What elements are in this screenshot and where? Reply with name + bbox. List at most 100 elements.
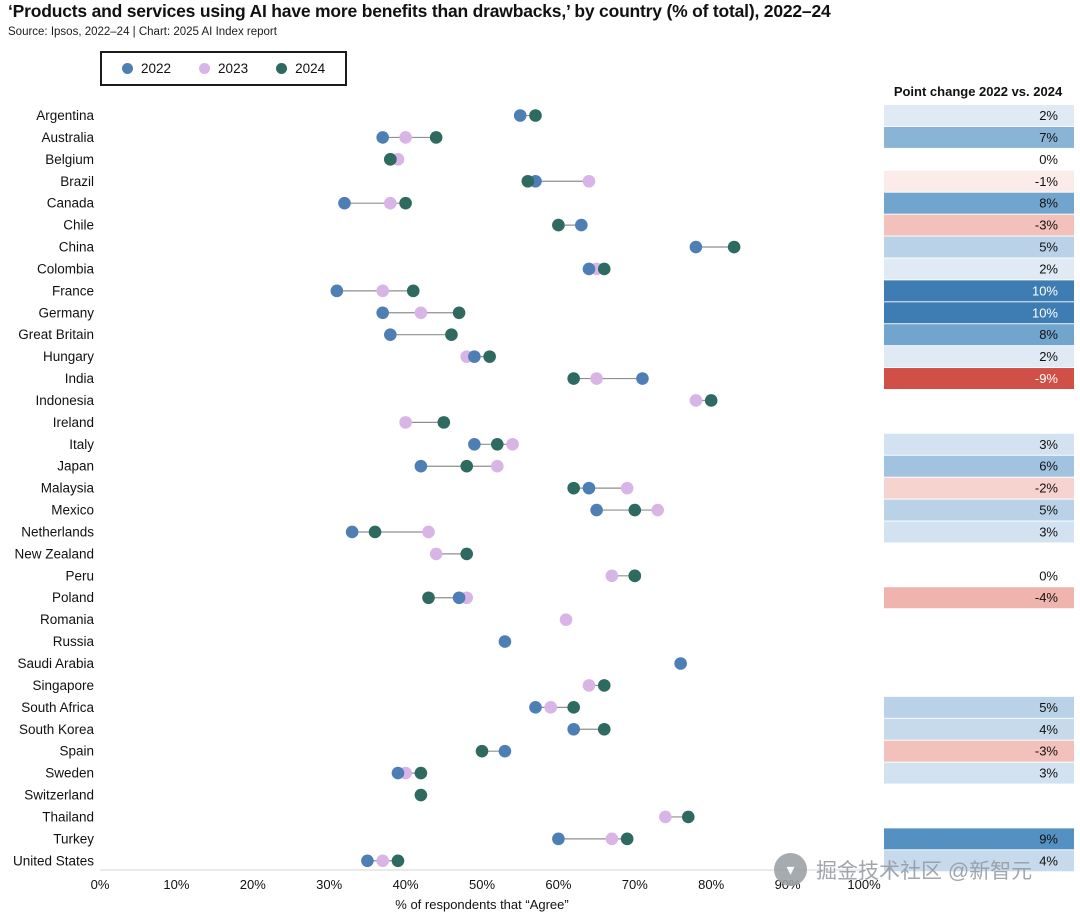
dot-2024-france <box>406 284 420 298</box>
x-tick-label: 70% <box>622 877 648 892</box>
dot-2023-australia <box>399 131 412 144</box>
point-change-header: Point change 2022 vs. 2024 <box>893 84 1063 99</box>
dot-2023-germany <box>414 306 428 320</box>
country-label: Romania <box>40 612 95 627</box>
change-value: 5% <box>1039 503 1058 518</box>
dot-2022-mexico <box>590 503 603 517</box>
dot-2024-canada <box>399 196 412 210</box>
dot-2022-turkey <box>552 832 565 846</box>
change-value: 2% <box>1039 261 1058 276</box>
country-label: Brazil <box>60 174 94 189</box>
country-label: Singapore <box>32 678 94 693</box>
dot-2024-australia <box>429 131 443 144</box>
country-label: Ireland <box>53 415 94 430</box>
change-value: 9% <box>1039 831 1058 846</box>
country-label: China <box>59 240 95 255</box>
x-tick-label: 80% <box>698 877 724 892</box>
change-cell <box>884 477 1074 499</box>
x-axis-label: % of respondents that “Agree” <box>395 897 569 912</box>
dot-2024-singapore <box>597 679 611 692</box>
dot-2023-brazil <box>582 174 596 188</box>
change-value: 0% <box>1039 568 1058 583</box>
dot-2024-poland <box>422 591 435 605</box>
change-cell <box>884 433 1074 455</box>
dot-2023-singapore <box>582 679 596 692</box>
change-cell <box>884 718 1074 740</box>
dot-2023-indonesia <box>689 394 703 407</box>
x-tick-label: 40% <box>393 877 419 892</box>
country-label: India <box>65 371 95 386</box>
change-cell <box>884 170 1074 192</box>
chart-title: ‘Products and services using AI have mor… <box>8 1 831 21</box>
legend-dot-2023 <box>199 63 211 74</box>
change-cell <box>884 521 1074 543</box>
dot-2022-spain <box>498 744 512 758</box>
dot-2024-chile <box>552 218 565 232</box>
country-label: Malaysia <box>41 481 95 496</box>
dot-2022-south-africa <box>529 701 542 714</box>
dot-2024-indonesia <box>704 394 718 407</box>
change-cell <box>884 236 1074 258</box>
dot-2023-romania <box>559 613 573 626</box>
dot-2022-italy <box>468 438 481 451</box>
change-cell <box>884 280 1074 302</box>
country-label: Switzerland <box>24 788 94 803</box>
change-value: 4% <box>1039 722 1058 737</box>
country-label: Russia <box>53 634 95 649</box>
dot-2023-malaysia <box>620 481 634 495</box>
dot-2022-malaysia <box>582 481 596 495</box>
legend-item-2023: 2023 <box>199 61 248 76</box>
dot-2024-south-africa <box>567 701 580 714</box>
dot-2022-great-britain <box>384 328 397 342</box>
dot-2022-united-states <box>361 854 374 868</box>
change-value: 5% <box>1039 700 1058 715</box>
dot-2024-thailand <box>681 810 695 824</box>
change-cell <box>884 302 1074 324</box>
change-value: 10% <box>1032 305 1058 320</box>
dot-2024-south-korea <box>597 722 611 736</box>
country-label: Turkey <box>53 831 94 846</box>
country-label: Australia <box>41 130 94 145</box>
dot-2024-italy <box>490 438 504 451</box>
country-label: Germany <box>38 305 94 320</box>
legend-label-2023: 2023 <box>218 61 249 76</box>
dot-2024-switzerland <box>414 788 428 802</box>
dot-2022-china <box>689 240 703 254</box>
dot-2023-thailand <box>659 810 672 824</box>
country-label: Canada <box>47 196 95 211</box>
change-cell <box>884 850 1074 872</box>
change-value: -3% <box>1035 218 1059 233</box>
dot-2022-india <box>636 372 649 385</box>
legend: 2022 2023 2024 <box>100 51 348 86</box>
dot-2024-new-zealand <box>460 547 474 561</box>
watermark-text: 掘金技术社区 @新智元 <box>816 859 1033 883</box>
country-label: South Korea <box>19 722 95 737</box>
change-cell <box>884 762 1074 784</box>
change-value: 5% <box>1039 240 1058 255</box>
dot-2023-ireland <box>399 416 412 429</box>
change-cell <box>884 368 1074 390</box>
dot-2022-australia <box>376 131 389 144</box>
country-label: Peru <box>65 568 94 583</box>
dot-2023-mexico <box>651 503 665 517</box>
dot-2024-belgium <box>384 153 397 166</box>
dot-2023-italy <box>506 438 519 451</box>
dot-2024-ireland <box>437 416 451 429</box>
legend-dot-2022 <box>122 63 133 74</box>
watermark: ▾ 掘金技术社区 @新智元 <box>774 853 1032 886</box>
dot-2024-brazil <box>521 174 535 188</box>
change-value: 3% <box>1039 437 1058 452</box>
dot-2023-peru <box>605 569 619 583</box>
dot-2023-japan <box>490 459 504 473</box>
change-value: 2% <box>1039 108 1058 123</box>
country-label: United States <box>13 853 94 868</box>
dot-2022-colombia <box>582 262 596 276</box>
dot-2024-great-britain <box>445 328 458 342</box>
change-value: 2% <box>1039 349 1058 364</box>
change-cell <box>884 324 1074 346</box>
change-cell <box>884 455 1074 477</box>
dot-2023-france <box>376 284 389 298</box>
country-label: Argentina <box>36 108 94 123</box>
dot-2023-united-states <box>376 854 389 868</box>
